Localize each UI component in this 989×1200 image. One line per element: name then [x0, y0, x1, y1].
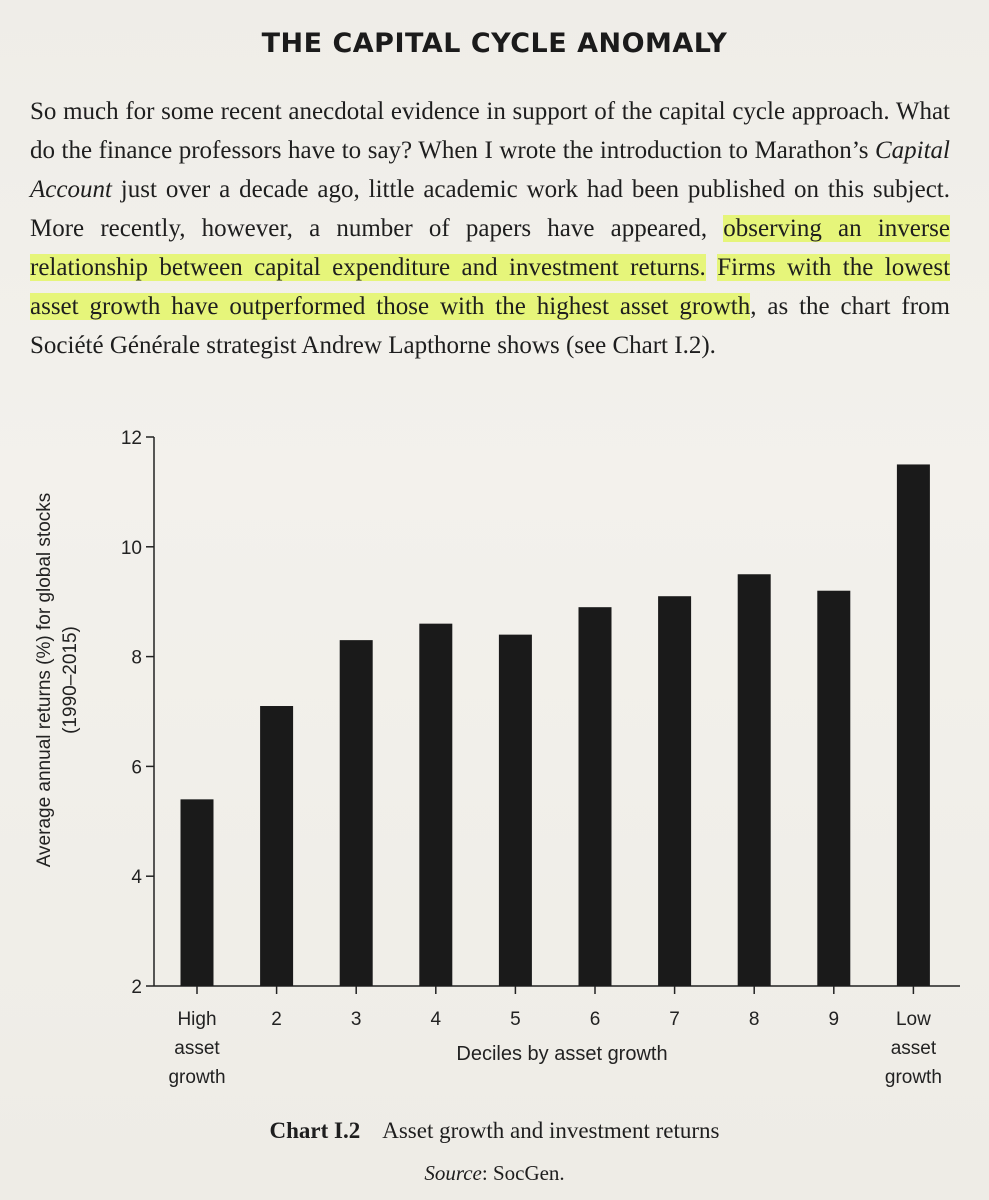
- y-tick-label: 8: [131, 648, 142, 669]
- x-axis-label: Deciles by asset growth: [456, 1043, 667, 1065]
- section-heading: THE CAPITAL CYCLE ANOMALY: [261, 28, 728, 59]
- x-tick-label: 5: [510, 1009, 521, 1030]
- paragraph-text-2: just over a decade ago, little academic …: [30, 176, 950, 242]
- x-tick-label: growth: [885, 1067, 942, 1088]
- bar: [817, 590, 851, 986]
- bar: [339, 640, 373, 986]
- bar: [578, 607, 612, 986]
- x-tick-label: 8: [749, 1009, 760, 1030]
- x-tick-label: asset: [891, 1038, 937, 1059]
- y-axis-label: Average annual returns (%) for global st…: [34, 493, 55, 868]
- y-tick-label: 6: [131, 757, 142, 778]
- bar: [419, 623, 453, 986]
- x-tick-label: growth: [168, 1067, 225, 1088]
- x-tick-label: 6: [590, 1009, 601, 1030]
- y-tick-label: 4: [131, 867, 142, 888]
- x-tick-label: 7: [669, 1009, 680, 1030]
- y-tick-label: 10: [121, 538, 142, 559]
- x-tick-label: asset: [174, 1038, 220, 1059]
- chart-source: Source: SocGen.: [0, 1161, 989, 1186]
- y-axis-label: (1990–2015): [60, 626, 81, 734]
- source-label: Source: [424, 1161, 482, 1185]
- paragraph-text-1: So much for some recent anecdotal eviden…: [30, 98, 950, 164]
- y-tick-label: 2: [131, 977, 142, 998]
- x-tick-label: 9: [829, 1009, 840, 1030]
- paragraph-text-4: , as the chart from Société Générale str…: [30, 293, 950, 359]
- bar: [260, 706, 294, 986]
- y-tick-label: 12: [121, 428, 142, 449]
- x-tick-label: High: [177, 1009, 216, 1030]
- x-tick-label: 2: [271, 1009, 282, 1030]
- bar: [498, 634, 532, 986]
- bar: [896, 464, 930, 986]
- caption-number: Chart I.2: [269, 1118, 361, 1143]
- x-tick-label: 4: [431, 1009, 442, 1030]
- x-tick-label: 3: [351, 1009, 362, 1030]
- bar: [180, 799, 214, 986]
- chart-caption: Chart I.2 Asset growth and investment ret…: [0, 1118, 989, 1144]
- bar: [737, 574, 771, 986]
- source-text: : SocGen.: [481, 1161, 565, 1185]
- bar-chart: 2 4 6 8 10 12 High asset growth 2 3 4 5 6 7 8 9 Low asset g…: [34, 428, 960, 1088]
- paragraph-italic-title: Capital Account: [30, 137, 950, 203]
- bar: [658, 596, 692, 986]
- x-tick-label: Low: [896, 1009, 931, 1030]
- caption-title: Asset growth and investment returns: [382, 1118, 720, 1143]
- body-paragraph: So much for some recent anecdotal eviden…: [30, 92, 951, 365]
